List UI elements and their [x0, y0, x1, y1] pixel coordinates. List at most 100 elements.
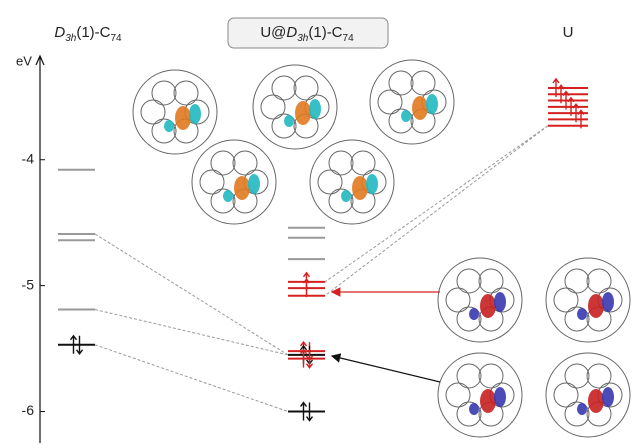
correlation-line — [94, 309, 289, 356]
cage-ring — [456, 363, 482, 389]
cage-ring — [564, 363, 590, 389]
cage-ring — [151, 118, 177, 144]
lobe — [480, 294, 496, 318]
orbital-images — [132, 59, 631, 438]
cage — [437, 352, 523, 438]
lobe — [284, 115, 294, 127]
cage — [252, 64, 338, 150]
lobe — [401, 110, 411, 122]
correlation-line — [94, 344, 289, 412]
lobe — [602, 292, 614, 312]
cage — [545, 257, 631, 343]
electron-spin — [305, 402, 314, 422]
label-part: (1)-C — [76, 24, 110, 41]
label-part: 3h — [65, 33, 77, 44]
label-part: D — [54, 24, 65, 41]
electron-spin — [302, 277, 311, 298]
column-label: D3h(1)-C74 — [54, 24, 122, 44]
cage — [437, 257, 523, 343]
lobe — [426, 94, 438, 114]
lobe — [366, 174, 378, 194]
cage — [309, 139, 395, 225]
cage-ring — [328, 150, 354, 176]
cage-ring — [478, 363, 504, 389]
lobe — [588, 389, 604, 413]
cage-ring — [317, 169, 343, 195]
cage-ring — [260, 94, 286, 120]
lobe — [352, 176, 368, 200]
cage-ring — [151, 80, 177, 106]
cage-ring — [377, 89, 403, 115]
lobe — [248, 174, 260, 194]
y-tick-label: -4 — [22, 150, 35, 166]
cage-ring — [553, 382, 579, 408]
orbital-image — [252, 64, 338, 150]
cage-ring — [586, 268, 612, 294]
label-part: 74 — [343, 33, 355, 44]
orbital-image — [545, 257, 631, 343]
cage-ring — [564, 401, 590, 427]
electron-spin — [299, 348, 308, 368]
label-part: U@ — [260, 24, 286, 41]
cage-ring — [232, 150, 258, 176]
cage-ring — [478, 268, 504, 294]
column-label: U — [563, 24, 574, 41]
lobe — [480, 389, 496, 413]
lobe — [602, 387, 614, 407]
cage — [191, 139, 277, 225]
column-label: U@D3h(1)-C74 — [260, 24, 354, 44]
label-box — [227, 17, 389, 49]
lobe — [189, 104, 201, 124]
orbital-image — [545, 352, 631, 438]
cage-ring — [456, 306, 482, 332]
lobe — [469, 308, 479, 320]
label-part: U — [563, 24, 574, 41]
cage-ring — [210, 188, 236, 214]
orbital-image — [369, 59, 455, 145]
y-axis-label: eV — [16, 53, 32, 68]
cage-ring — [388, 108, 414, 134]
correlation-line — [94, 233, 289, 356]
y-axis-arrow — [35, 54, 45, 66]
cage-ring — [553, 287, 579, 313]
cage-ring — [173, 80, 199, 106]
label-part: 74 — [111, 33, 123, 44]
label-part: 3h — [297, 33, 309, 44]
lobe — [577, 403, 587, 415]
orbital-image — [437, 257, 523, 343]
y-tick-label: -6 — [22, 402, 35, 418]
lobe — [309, 99, 321, 119]
cage-ring — [445, 382, 471, 408]
cage-ring — [410, 70, 436, 96]
cage-ring — [350, 150, 376, 176]
lobe — [175, 106, 191, 130]
lobe — [577, 308, 587, 320]
cage-ring — [271, 113, 297, 139]
cage-ring — [564, 306, 590, 332]
lobe — [341, 190, 351, 202]
cage-ring — [140, 99, 166, 125]
electron-spin — [69, 334, 78, 354]
electron-spin — [299, 401, 308, 421]
orbital-image — [437, 352, 523, 438]
lobe — [295, 101, 311, 125]
label-part: (1)-C — [308, 24, 342, 41]
cage-ring — [199, 169, 225, 195]
cage-ring — [210, 150, 236, 176]
lobe — [494, 292, 506, 312]
cage — [369, 59, 455, 145]
orbital-image — [132, 69, 218, 155]
lobe — [494, 387, 506, 407]
cage — [132, 69, 218, 155]
lobe — [164, 120, 174, 132]
cage-ring — [328, 188, 354, 214]
cage-ring — [456, 401, 482, 427]
correlation-line — [324, 125, 549, 283]
cage-ring — [271, 75, 297, 101]
cage-ring — [564, 268, 590, 294]
electron-spin — [75, 335, 84, 355]
lobe — [412, 96, 428, 120]
lobe — [469, 403, 479, 415]
cage-ring — [293, 75, 319, 101]
lobe — [588, 294, 604, 318]
